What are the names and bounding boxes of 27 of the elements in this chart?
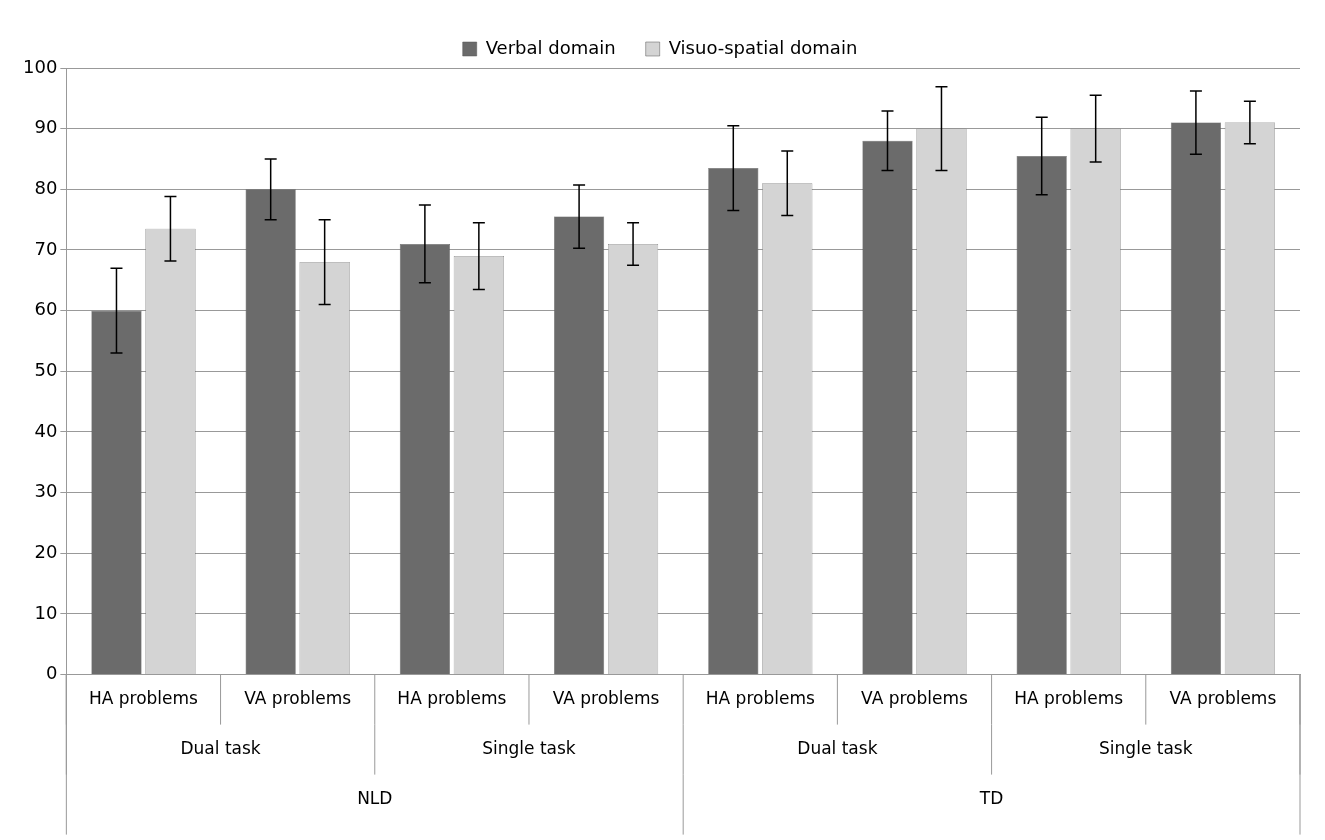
- text: Dual task: [180, 738, 261, 759]
- text: TD: [978, 788, 1004, 809]
- x-tick-label: HA problems: [397, 688, 507, 709]
- y-tick-label: 60: [34, 298, 58, 320]
- text: NLD: [357, 788, 393, 809]
- y-tick-label: 0: [45, 662, 58, 684]
- legend-label: Visuo-spatial domain: [668, 36, 858, 58]
- legend-label: Verbal domain: [485, 36, 616, 58]
- y-tick-label: 90: [34, 116, 58, 138]
- text: Dual task: [797, 738, 878, 759]
- text: Single task: [1099, 738, 1193, 759]
- x-tick-label: VA problems: [552, 688, 660, 709]
- x-tick-label: HA problems: [1014, 688, 1124, 709]
- y-tick-label: 100: [23, 55, 58, 77]
- y-tick-label: 40: [34, 419, 58, 441]
- text: Single task: [482, 738, 576, 759]
- y-tick-label: 10: [34, 601, 58, 623]
- y-tick-label: 70: [34, 237, 58, 259]
- x-tick-label: HA problems: [88, 688, 199, 709]
- x-tick-label: VA problems: [244, 688, 352, 709]
- x-tick-label: HA problems: [705, 688, 815, 709]
- y-tick-label: 80: [34, 176, 58, 198]
- y-tick-label: 20: [34, 540, 58, 562]
- x-tick-label: VA problems: [861, 688, 969, 709]
- y-tick-label: 50: [34, 358, 58, 380]
- y-tick-label: 30: [34, 480, 58, 502]
- x-tick-label: VA problems: [1169, 688, 1277, 709]
